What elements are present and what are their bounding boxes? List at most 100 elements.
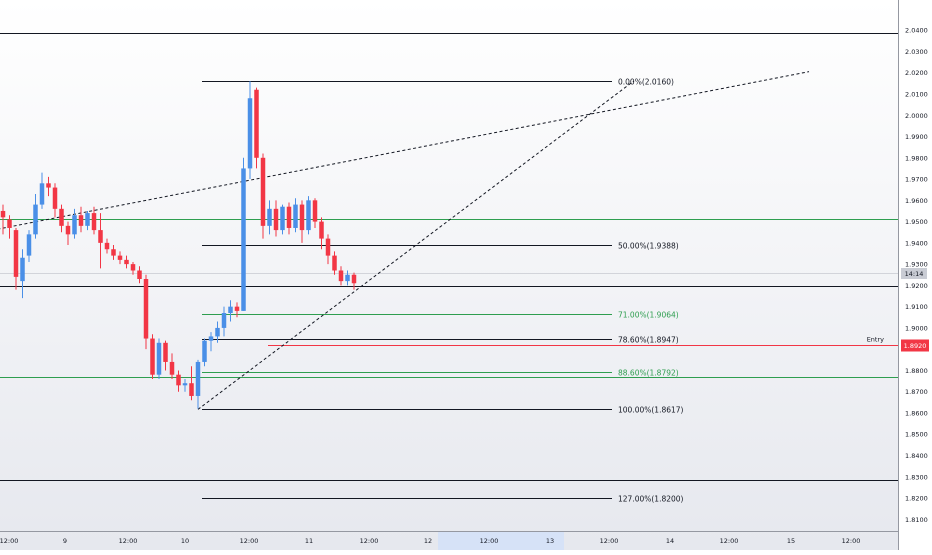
- fib-level-label: 78.60%(1.8947): [618, 336, 679, 345]
- candle-body: [98, 230, 103, 243]
- entry-price-marker: [901, 339, 929, 352]
- price-tick-label: 1.9800: [905, 154, 928, 162]
- candle-body: [156, 342, 162, 375]
- entry-price-label: 1.8920: [904, 342, 927, 350]
- candle-body: [273, 208, 279, 231]
- current-price-marker: [901, 268, 927, 279]
- candle-body: [286, 206, 292, 228]
- candle-body: [85, 213, 90, 226]
- candle-body: [33, 204, 38, 235]
- candle-body: [189, 383, 194, 396]
- time-tick-label: 15: [787, 537, 795, 545]
- price-tick-label: 1.8500: [905, 431, 928, 439]
- candle-body: [91, 213, 97, 231]
- candle-body: [247, 98, 253, 169]
- candle-body: [143, 279, 149, 339]
- fib-level-label: 100.00%(1.8617): [618, 406, 684, 415]
- dashed-trendline: [0, 71, 810, 230]
- price-tick-label: 1.9100: [905, 303, 928, 311]
- candle-body: [111, 249, 116, 256]
- candle-body: [52, 187, 58, 209]
- time-tick-label: 12:00: [480, 537, 499, 545]
- candle-body: [306, 200, 311, 231]
- candle-body: [46, 183, 51, 188]
- candle-body: [169, 361, 175, 375]
- trendlines[interactable]: [0, 71, 810, 410]
- candle-body: [325, 238, 331, 256]
- candle-body: [241, 168, 246, 311]
- candle-body: [293, 204, 298, 228]
- price-tick-label: 2.0100: [905, 90, 928, 98]
- price-tick-label: 1.9300: [905, 261, 928, 269]
- candle-body: [59, 208, 64, 226]
- candle-body: [221, 313, 227, 328]
- candle-body: [72, 215, 77, 235]
- price-tick-label: 1.8100: [905, 516, 928, 524]
- horizontal-levels: Entry: [0, 33, 898, 481]
- time-tick-label: 11: [305, 537, 313, 545]
- candle-body: [267, 208, 272, 226]
- candle-body: [319, 221, 324, 239]
- candle-body: [338, 270, 344, 282]
- price-tick-label: 1.9000: [905, 324, 928, 332]
- fibonacci-retracement[interactable]: 0.00%(2.0160) 50.00%(1.9388) 71.00%(1.9064…: [202, 78, 684, 504]
- price-tick-label: 1.8200: [905, 495, 928, 503]
- candle-body: [78, 215, 84, 226]
- candle-body: [39, 183, 45, 205]
- price-tick-label: 1.9400: [905, 239, 928, 247]
- candle-body: [195, 361, 201, 396]
- candle-body: [137, 270, 142, 280]
- candle-body: [332, 255, 337, 271]
- candle-body: [104, 242, 110, 250]
- time-tick-label: 14: [666, 537, 674, 545]
- time-tick-label: 12: [424, 537, 432, 545]
- candle-body: [150, 338, 155, 375]
- candle-body: [312, 200, 318, 222]
- candle-body: [215, 327, 220, 337]
- candle-body: [228, 306, 233, 314]
- time-tick-label: 10: [181, 537, 189, 545]
- candle-body: [260, 157, 266, 226]
- time-tick-label: 13: [546, 537, 554, 545]
- candle-body: [351, 274, 357, 284]
- candle-body: [0, 210, 6, 218]
- price-tick-label: 2.0300: [905, 48, 928, 56]
- time-tick-label: 12:00: [240, 537, 259, 545]
- candle-body: [234, 306, 240, 311]
- candle-body: [254, 89, 259, 158]
- candle-body: [208, 336, 214, 341]
- candle-body: [182, 383, 188, 386]
- entry-label: Entry: [867, 336, 884, 344]
- candlesticks: [0, 81, 357, 409]
- time-tick-label: 12:00: [720, 537, 739, 545]
- fib-level-label: 88.60%(1.8792): [618, 369, 679, 378]
- fib-level-label: 0.00%(2.0160): [618, 78, 674, 87]
- candle-body: [124, 259, 129, 265]
- price-tick-label: 1.9900: [905, 133, 928, 141]
- price-tick-label: 2.0200: [905, 69, 928, 77]
- price-tick-label: 1.8300: [905, 473, 928, 481]
- candle-body: [20, 257, 25, 282]
- price-tick-label: 1.8700: [905, 388, 928, 396]
- candle-body: [65, 225, 71, 235]
- price-tick-label: 1.9700: [905, 176, 928, 184]
- price-tick-label: 2.0000: [905, 112, 928, 120]
- candle-body: [26, 234, 32, 256]
- current-price-label: 14:14: [905, 270, 924, 278]
- price-tick-label: 1.9500: [905, 218, 928, 226]
- candle-body: [299, 204, 305, 231]
- time-tick-label: 12:00: [119, 537, 138, 545]
- fib-level-label: 71.00%(1.9064): [618, 311, 679, 320]
- price-tick-label: 1.8600: [905, 409, 928, 417]
- candle-body: [280, 206, 285, 231]
- candle-body: [7, 219, 12, 228]
- price-tick-label: 1.8400: [905, 452, 928, 460]
- time-tick-label: 12:00: [0, 537, 18, 545]
- time-tick-label: 12:00: [600, 537, 619, 545]
- candle-body: [345, 274, 350, 282]
- candle-body: [163, 342, 168, 362]
